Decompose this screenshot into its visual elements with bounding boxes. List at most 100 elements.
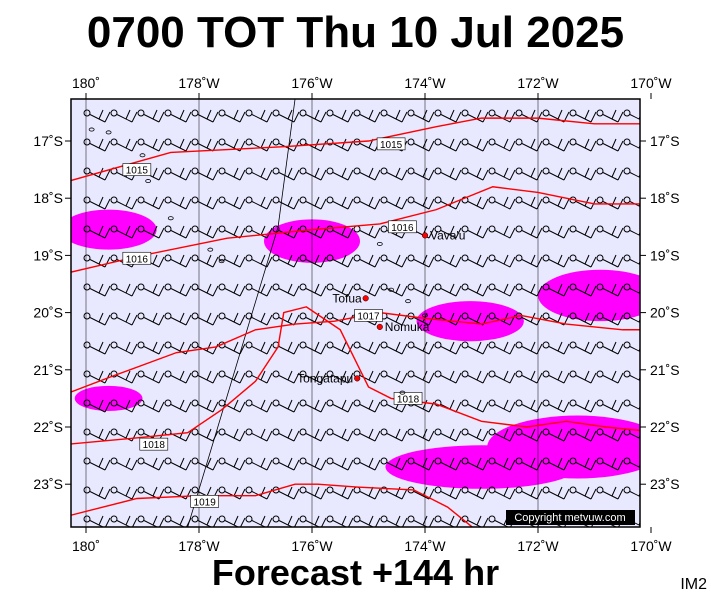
wind-barb (515, 167, 543, 181)
wind-barb (515, 254, 543, 268)
wind-barb (461, 486, 489, 500)
lat-label-right: 18˚S (650, 190, 680, 206)
wind-barb (353, 341, 381, 355)
lat-label-right: 22˚S (650, 419, 680, 435)
wind-barb (272, 196, 300, 210)
wind-barb (569, 225, 597, 239)
wind-barb (434, 225, 462, 239)
map-title: 0700 TOT Thu 10 Jul 2025 (86, 8, 625, 57)
island-shape (105, 130, 112, 135)
wind-barb (380, 167, 408, 181)
isobar-line (71, 483, 474, 527)
wind-barb (353, 167, 381, 181)
lon-label-top: 180˚ (72, 75, 100, 91)
wind-barb (326, 486, 354, 500)
wind-barb (488, 399, 516, 413)
lon-label-bottom: 174˚W (404, 538, 446, 554)
wind-barb (110, 196, 138, 210)
wind-barb (164, 196, 192, 210)
island-shape (376, 241, 383, 246)
wind-barb (488, 138, 516, 152)
lat-label-right: 19˚S (650, 247, 680, 263)
wind-barb (326, 341, 354, 355)
island-shape (388, 287, 395, 292)
wind-barb (461, 167, 489, 181)
wind-barb (83, 428, 111, 442)
wind-barb (596, 138, 624, 152)
isobar-label: 1016 (126, 254, 149, 265)
wind-barb (407, 370, 435, 384)
wind-barb (515, 486, 543, 500)
island-shape (88, 127, 95, 132)
wind-barb (569, 138, 597, 152)
isobar-label: 1016 (391, 223, 414, 234)
wind-barb (218, 370, 246, 384)
wind-barb (434, 486, 462, 500)
wind-barb (164, 254, 192, 268)
wind-barb (272, 254, 300, 268)
copyright-text: Copyright metvuw.com (514, 512, 625, 524)
wind-barb (326, 283, 354, 297)
lon-label-bottom: 172˚W (517, 538, 559, 554)
wind-barb (569, 399, 597, 413)
wind-barb (596, 399, 624, 413)
wind-barb (380, 254, 408, 268)
wind-barb (353, 428, 381, 442)
wind-barb (461, 196, 489, 210)
wind-barb (542, 428, 570, 442)
wind-barb (461, 109, 489, 123)
wind-barb (164, 457, 192, 471)
lat-label-left: 21˚S (33, 362, 63, 378)
wind-barb (407, 254, 435, 268)
wind-barb (353, 457, 381, 471)
wind-barb (191, 370, 219, 384)
wind-barb (245, 167, 273, 181)
wind-barb (245, 196, 273, 210)
wind-barb (434, 254, 462, 268)
lat-label-right: 17˚S (650, 133, 680, 149)
wind-barb (164, 341, 192, 355)
wind-barb (434, 341, 462, 355)
wind-barb (164, 167, 192, 181)
wind-barb (515, 370, 543, 384)
lat-label-left: 17˚S (33, 133, 63, 149)
wind-barb (353, 399, 381, 413)
wind-barb (83, 109, 111, 123)
island-shape (167, 216, 174, 221)
wind-barb (515, 283, 543, 297)
wind-barb (488, 312, 516, 326)
wind-barb (569, 341, 597, 355)
wind-barb (191, 196, 219, 210)
isobar-label: 1019 (194, 497, 217, 508)
wind-barb (83, 457, 111, 471)
rain-area (74, 385, 143, 411)
wind-barb (434, 109, 462, 123)
wind-barb (326, 428, 354, 442)
wind-barb (353, 254, 381, 268)
copyright-box (506, 510, 635, 525)
wind-barb (596, 457, 624, 471)
wind-barb (380, 196, 408, 210)
wind-barb (596, 109, 624, 123)
lat-label-left: 22˚S (33, 419, 63, 435)
wind-barb (569, 457, 597, 471)
wind-barb (218, 283, 246, 297)
wind-barb (380, 341, 408, 355)
wind-barb (245, 428, 273, 442)
wind-barb (488, 225, 516, 239)
wind-barb (272, 370, 300, 384)
island-shape (422, 313, 428, 318)
wind-barb (407, 196, 435, 210)
wind-barb (272, 399, 300, 413)
place-label: Tofua (332, 291, 362, 305)
wind-barb (380, 457, 408, 471)
isobar-label-box (139, 437, 169, 451)
wind-barb (353, 196, 381, 210)
wind-barb (488, 167, 516, 181)
wind-barb (380, 283, 408, 297)
wind-barb (461, 225, 489, 239)
town-marker (376, 323, 383, 330)
wind-barb (164, 138, 192, 152)
wind-barb (218, 167, 246, 181)
lon-label-top: 178˚W (178, 75, 220, 91)
